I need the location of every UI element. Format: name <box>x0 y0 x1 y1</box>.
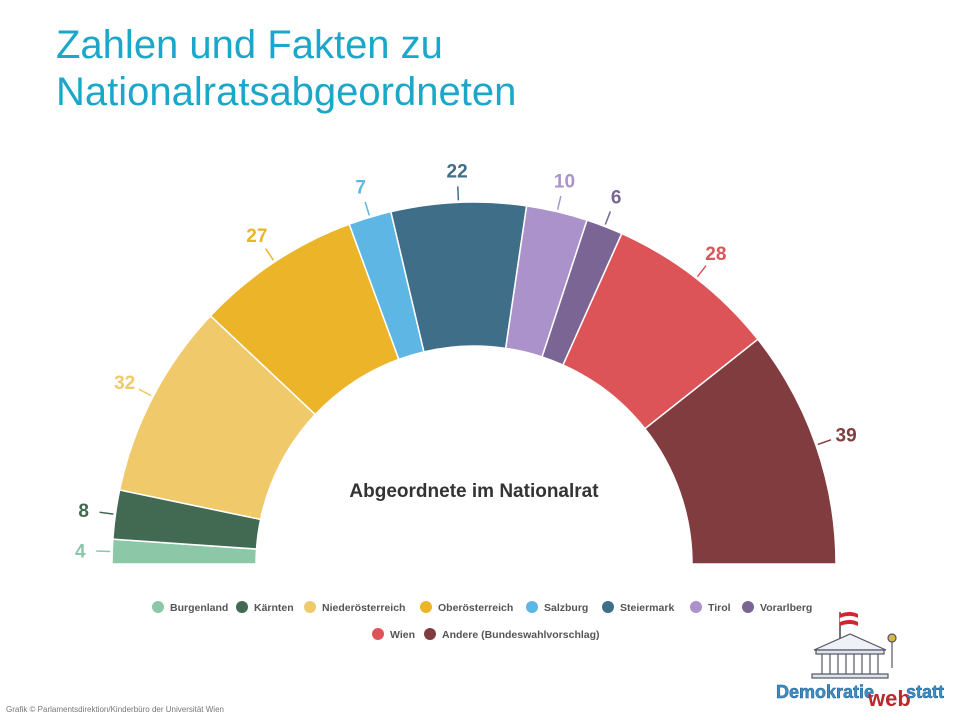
title-line-1: Zahlen und Fakten zu <box>56 23 443 67</box>
legend-label: Andere (Bundeswahlvorschlag) <box>442 629 600 641</box>
demokratiewebstatt-logo: Demokratie web statt <box>776 612 944 711</box>
legend-label: Tirol <box>708 602 731 614</box>
legend-label: Kärnten <box>254 602 294 614</box>
parliament-building-icon <box>811 633 897 679</box>
legend-label: Burgenland <box>170 602 228 614</box>
flag-icon <box>839 612 859 648</box>
legend-swatch <box>526 601 538 613</box>
chart-data-labels: 4 8 32 27 7 22 10 6 28 39 <box>75 161 857 562</box>
data-label: 6 <box>611 188 622 209</box>
label-leader-line <box>457 186 460 201</box>
data-label: 10 <box>554 172 575 193</box>
label-leader-line <box>817 439 832 446</box>
chart-title: Abgeordnete im Nationalrat <box>349 481 599 502</box>
data-label: 8 <box>78 501 89 522</box>
legend-label: Salzburg <box>544 602 588 614</box>
label-leader-line <box>99 511 114 515</box>
logo-word-demokratie: Demokratie <box>776 682 874 702</box>
page-title: Zahlen und Fakten zu Nationalratsabgeord… <box>56 22 516 116</box>
legend-swatch <box>742 601 754 613</box>
legend-label: Vorarlberg <box>760 602 812 614</box>
legend-swatch <box>602 601 614 613</box>
label-leader-line <box>265 248 275 261</box>
chart-legend: Burgenland Kärnten Niederösterreich Oberöst… <box>152 601 812 641</box>
logo-word-web: web <box>867 686 911 711</box>
legend-swatch <box>690 601 702 613</box>
label-leader-line <box>556 195 562 210</box>
data-label: 27 <box>246 226 267 247</box>
data-label: 28 <box>705 244 726 265</box>
label-leader-line <box>604 211 612 225</box>
legend-swatch <box>236 601 248 613</box>
data-label: 22 <box>447 161 468 182</box>
legend-swatch <box>372 628 384 640</box>
legend-swatch <box>152 601 164 613</box>
data-label: 39 <box>836 426 857 447</box>
legend-label: Oberösterreich <box>438 602 513 614</box>
legend-label: Wien <box>390 629 415 641</box>
legend-label: Niederösterreich <box>322 602 405 614</box>
image-credit: Grafik © Parlamentsdirektion/Kinderbüro … <box>6 705 224 714</box>
legend-swatch <box>424 628 436 640</box>
label-leader-line <box>364 201 370 216</box>
slice-andere-bundeswahlvorschlag- <box>643 338 837 565</box>
legend-label: Steiermark <box>620 602 674 614</box>
data-label: 32 <box>114 373 135 394</box>
logo-word-statt: statt <box>906 682 944 702</box>
title-line-2: Nationalratsabgeordneten <box>56 70 517 114</box>
data-label: 7 <box>355 178 366 199</box>
legend-swatch <box>304 601 316 613</box>
label-leader-line <box>696 265 707 278</box>
chart-slices <box>111 201 837 565</box>
legend-swatch <box>420 601 432 613</box>
data-label: 4 <box>75 541 86 562</box>
label-leader-line <box>138 388 152 397</box>
